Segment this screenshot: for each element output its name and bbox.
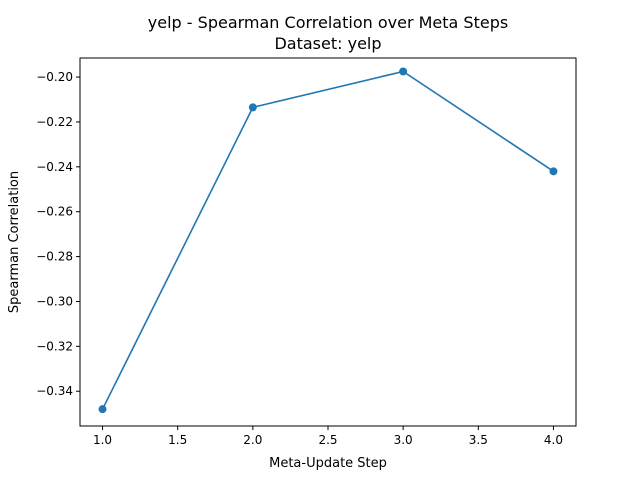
x-axis-label: Meta-Update Step <box>269 456 387 471</box>
y-tick-label: −0.28 <box>36 250 73 264</box>
y-tick-label: −0.22 <box>36 115 73 129</box>
x-tick-label: 3.0 <box>394 433 413 447</box>
y-tick-label: −0.34 <box>36 384 73 398</box>
data-point <box>549 167 558 176</box>
data-point <box>248 103 257 112</box>
x-tick-label: 2.0 <box>243 433 262 447</box>
data-point <box>399 67 408 76</box>
y-axis-label: Spearman Correlation <box>7 171 22 313</box>
x-tick-label: 2.5 <box>318 433 337 447</box>
x-tick-label: 4.0 <box>544 433 563 447</box>
x-tick-label: 1.0 <box>93 433 112 447</box>
plot-frame <box>79 57 577 427</box>
y-tick-label: −0.30 <box>36 294 73 308</box>
y-tick-label: −0.24 <box>36 160 73 174</box>
x-tick-label: 1.5 <box>168 433 187 447</box>
y-tick-label: −0.20 <box>36 70 73 84</box>
y-tick-label: −0.26 <box>36 205 73 219</box>
data-point <box>98 405 107 414</box>
y-tick-label: −0.32 <box>36 339 73 353</box>
series-line <box>101 70 554 410</box>
chart-subtitle: Dataset: yelp <box>274 34 381 53</box>
plot-area: 1.0 1.5 2.0 2.5 3.0 3.5 4.0 −0.34 −0.32 −0.30 −0.2… <box>36 67 563 447</box>
x-tick-label: 3.5 <box>469 433 488 447</box>
chart-title: yelp - Spearman Correlation over Meta St… <box>148 13 508 32</box>
